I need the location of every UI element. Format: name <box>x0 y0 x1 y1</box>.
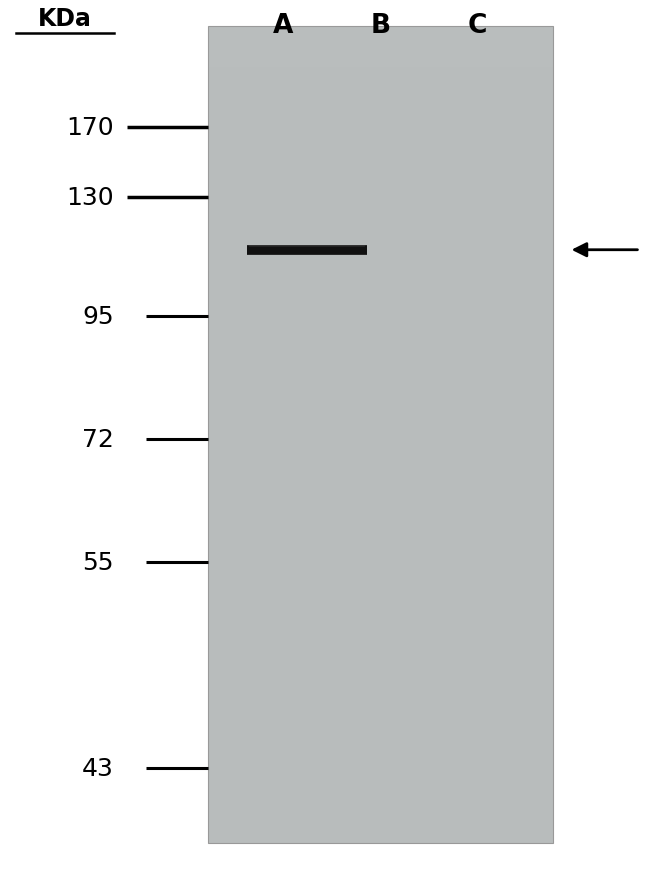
Bar <box>208 476 552 516</box>
Bar <box>208 313 552 353</box>
Bar <box>208 394 552 435</box>
Bar <box>208 598 552 639</box>
Text: 95: 95 <box>82 305 114 328</box>
Bar <box>208 26 552 68</box>
Bar <box>208 516 552 558</box>
Text: C: C <box>468 13 488 40</box>
Text: 130: 130 <box>66 186 114 210</box>
Text: B: B <box>370 13 390 40</box>
Bar <box>208 353 552 394</box>
Bar <box>208 231 552 271</box>
Text: A: A <box>272 13 293 40</box>
Bar <box>208 761 552 802</box>
Text: 43: 43 <box>82 756 114 781</box>
Bar <box>208 435 552 476</box>
Bar <box>208 68 552 108</box>
Bar <box>208 639 552 680</box>
Bar <box>208 108 552 149</box>
Text: 72: 72 <box>82 428 114 451</box>
Bar <box>208 721 552 761</box>
Bar <box>208 680 552 721</box>
Bar <box>208 558 552 598</box>
Bar <box>208 271 552 313</box>
Text: 170: 170 <box>66 116 114 140</box>
Text: 55: 55 <box>83 550 114 574</box>
Bar <box>208 802 552 843</box>
Text: KDa: KDa <box>38 7 92 31</box>
Bar <box>208 190 552 231</box>
Bar <box>208 26 552 843</box>
Bar <box>208 149 552 190</box>
